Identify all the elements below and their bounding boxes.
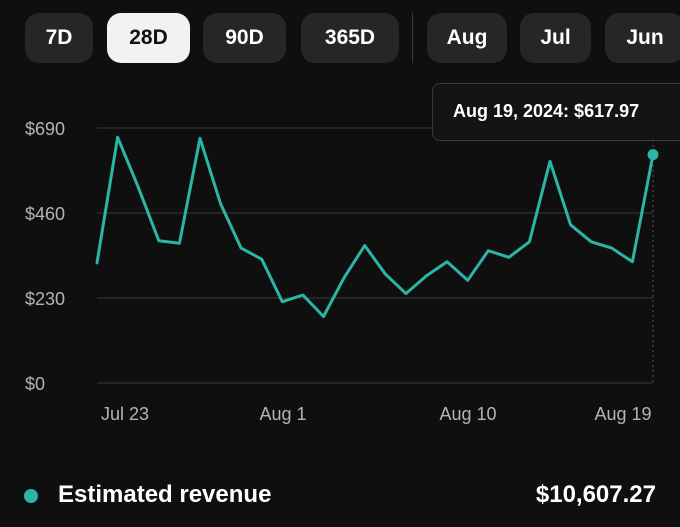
legend-value: $10,607.27 <box>535 481 656 508</box>
revenue-chart: $0 $230 $460 $690 Jul 23 Aug 1 Aug 10 Aug 19 <box>25 100 659 424</box>
tab-365d[interactable]: 365D <box>301 13 399 63</box>
tab-aug[interactable]: Aug <box>427 13 507 63</box>
x-tick-label: Aug 1 <box>259 404 306 424</box>
x-tick-label: Aug 10 <box>439 404 496 424</box>
legend-dot-icon <box>24 489 38 503</box>
tooltip-text: Aug 19, 2024: $617.97 <box>453 101 640 121</box>
y-tick-label: $460 <box>25 204 65 224</box>
tab-7d[interactable]: 7D <box>25 13 93 63</box>
tab-90d[interactable]: 90D <box>203 13 286 63</box>
tab-divider <box>412 13 413 63</box>
y-tick-label: $0 <box>25 374 45 394</box>
legend: Estimated revenue $10,607.27 <box>24 480 656 512</box>
revenue-line <box>95 135 655 318</box>
x-tick-label: Jul 23 <box>101 404 149 424</box>
tab-jun[interactable]: Jun <box>605 13 680 63</box>
y-tick-label: $230 <box>25 289 65 309</box>
x-tick-label: Aug 19 <box>594 404 651 424</box>
legend-label: Estimated revenue <box>58 481 272 508</box>
y-tick-label: $690 <box>25 119 65 139</box>
tab-jul[interactable]: Jul <box>520 13 591 63</box>
tab-28d[interactable]: 28D <box>107 13 190 63</box>
date-range-tabs: 7D 28D 90D 365D Aug Jul Jun <box>25 13 680 63</box>
chart-tooltip: Aug 19, 2024: $617.97 <box>432 83 680 141</box>
highlight-point <box>647 149 659 161</box>
